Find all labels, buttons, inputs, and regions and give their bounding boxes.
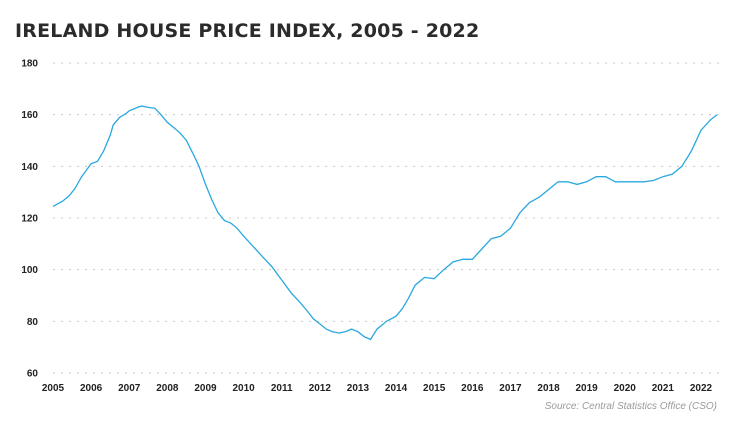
- x-tick-label: 2007: [118, 383, 141, 394]
- x-tick-label: 2014: [385, 383, 408, 394]
- series-line: [52, 105, 718, 341]
- x-tick-label: 2017: [499, 383, 522, 394]
- x-tick-label: 2019: [576, 383, 599, 394]
- x-tick-label: 2012: [309, 383, 332, 394]
- source-note: Source: Central Statistics Office (CSO): [544, 401, 717, 412]
- y-tick-label: 160: [21, 110, 38, 121]
- chart-title: IRELAND HOUSE PRICE INDEX, 2005 - 2022: [15, 20, 480, 42]
- x-tick-label: 2009: [194, 383, 217, 394]
- y-tick-label: 100: [21, 265, 38, 276]
- y-tick-label: 60: [27, 369, 39, 380]
- y-axis-ticks: 60 80 100 120 140 160 180: [21, 59, 38, 380]
- y-tick-label: 120: [21, 214, 38, 225]
- x-tick-label: 2013: [347, 383, 370, 394]
- x-tick-label: 2016: [461, 383, 484, 394]
- x-axis-ticks: 2005 2006 2007 2008 2009 2010 2011 2012 2013 2014…: [42, 383, 713, 394]
- x-tick-label: 2015: [423, 383, 446, 394]
- x-tick-label: 2008: [156, 383, 179, 394]
- y-tick-label: 80: [27, 317, 39, 328]
- x-tick-label: 2010: [232, 383, 255, 394]
- y-tick-label: 140: [21, 162, 38, 173]
- x-tick-label: 2020: [614, 383, 637, 394]
- y-tick-label: 180: [21, 59, 38, 70]
- x-tick-label: 2011: [271, 383, 293, 394]
- x-tick-label: 2006: [80, 383, 103, 394]
- grid-lines: [53, 62, 720, 374]
- x-tick-label: 2021: [652, 383, 675, 394]
- x-tick-label: 2022: [690, 383, 713, 394]
- x-tick-label: 2005: [42, 383, 65, 394]
- x-tick-label: 2018: [537, 383, 560, 394]
